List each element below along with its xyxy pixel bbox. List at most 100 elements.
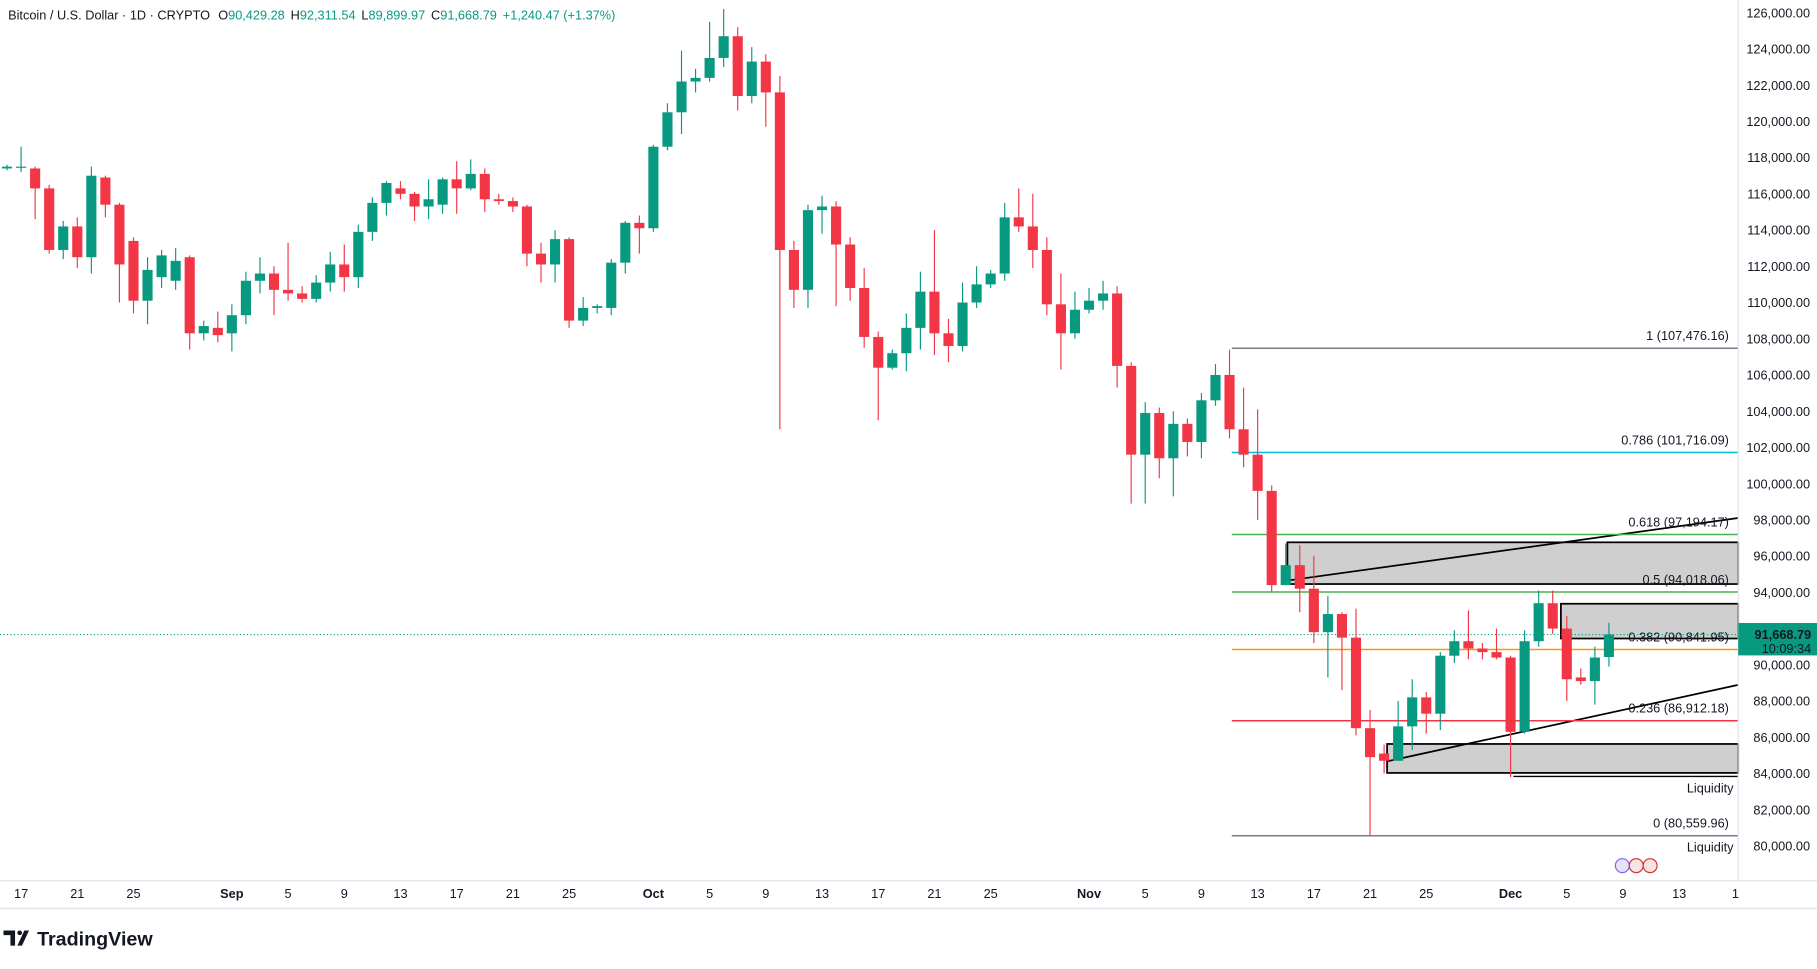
candle-body xyxy=(1027,226,1038,250)
y-tick-label: 106,000.00 xyxy=(1746,368,1810,383)
candle-body xyxy=(1041,249,1052,305)
candle-body xyxy=(662,112,673,147)
candle-body xyxy=(283,289,294,294)
candle-body xyxy=(1294,565,1305,589)
candle-body xyxy=(732,36,743,97)
candle-body xyxy=(1098,293,1109,301)
candles xyxy=(1,9,1614,836)
logo-dot xyxy=(17,930,23,936)
candle-body xyxy=(1393,726,1404,761)
candle-body xyxy=(1505,657,1516,732)
candle-body xyxy=(479,173,490,200)
candle-body xyxy=(1238,429,1249,455)
candle-body xyxy=(1266,490,1277,586)
x-tick-label: 13 xyxy=(1672,886,1686,901)
candle-body xyxy=(957,302,968,346)
candle-body xyxy=(156,255,167,278)
candle-body xyxy=(339,264,350,278)
x-tick-label: Oct xyxy=(643,886,665,901)
symbol: Bitcoin / U.S. Dollar · 1D · CRYPTO xyxy=(8,8,210,23)
candle-body xyxy=(999,217,1010,274)
candle-body xyxy=(254,273,266,281)
x-tick-label: 25 xyxy=(126,886,140,901)
candle-body xyxy=(1421,697,1432,714)
candle-body xyxy=(1519,641,1530,732)
candle-body xyxy=(1350,637,1362,729)
candle-body xyxy=(859,288,870,337)
candle-body xyxy=(1168,423,1179,459)
candle-body xyxy=(1603,634,1614,658)
candle-body xyxy=(606,262,617,308)
candle-body xyxy=(1,166,13,169)
x-tick-label: 9 xyxy=(762,886,769,901)
candle-body xyxy=(929,291,940,334)
x-tick-label: 5 xyxy=(706,886,713,901)
x-tick-label: 21 xyxy=(506,886,520,901)
y-tick-label: 120,000.00 xyxy=(1746,114,1810,129)
candle-body xyxy=(1547,603,1558,629)
header: Bitcoin / U.S. Dollar · 1D · CRYPTO O90,… xyxy=(8,8,615,23)
x-tick-label: 13 xyxy=(815,886,829,901)
icon xyxy=(1642,858,1658,874)
x-tick-label: 17 xyxy=(1307,886,1321,901)
fib-label: 0.786 (101,716.09) xyxy=(1621,432,1729,447)
ohlc-label: O xyxy=(218,8,228,23)
x-tick-label: 5 xyxy=(285,886,292,901)
y-tick-label: 104,000.00 xyxy=(1746,404,1810,419)
candle-body xyxy=(142,269,153,301)
candle-body xyxy=(240,280,251,316)
x-tick-label: Dec xyxy=(1499,886,1522,901)
fib-label: 0.382 (90,841.95) xyxy=(1628,629,1729,644)
candle-body xyxy=(985,273,996,285)
candle-body xyxy=(297,293,308,299)
x-tick-label: 13 xyxy=(1251,886,1265,901)
x-tick-label: Sep xyxy=(220,886,244,901)
candle-body xyxy=(901,327,912,354)
candle-body xyxy=(100,177,111,205)
y-tick-label: 116,000.00 xyxy=(1747,186,1810,201)
candle-body xyxy=(1364,728,1376,758)
candle-body xyxy=(493,199,504,202)
ohlc-value: 91,668.79 xyxy=(440,8,497,23)
candle-body xyxy=(395,188,406,194)
y-tick-label: 124,000.00 xyxy=(1746,42,1810,57)
candle-body xyxy=(58,226,69,250)
candle-body xyxy=(915,291,926,328)
candle-body xyxy=(198,326,209,334)
x-tick-label: 21 xyxy=(1363,886,1377,901)
candle-body xyxy=(592,306,603,308)
y-tick-label: 102,000.00 xyxy=(1746,440,1810,455)
candle-body xyxy=(1379,753,1390,761)
fib-label: 0 (80,559.96) xyxy=(1653,816,1729,831)
candle-body xyxy=(325,264,336,283)
annotation: Liquidity xyxy=(1687,840,1734,855)
y-tick-label: 122,000.00 xyxy=(1746,78,1810,93)
candle-body xyxy=(1477,648,1488,653)
candle-body xyxy=(690,77,701,82)
fib-label: 0.236 (86,912.18) xyxy=(1628,701,1729,716)
candle-body xyxy=(1336,614,1348,638)
candle-body xyxy=(774,92,785,250)
candle-body xyxy=(16,166,27,168)
candle-body xyxy=(788,249,799,290)
x-tick-label: 21 xyxy=(70,886,84,901)
annotation: Liquidity xyxy=(1687,781,1734,796)
x-tick-label: 9 xyxy=(1619,886,1626,901)
candle-body xyxy=(367,202,378,232)
x-tick-label: 25 xyxy=(984,886,998,901)
candle-body xyxy=(86,175,97,258)
zone xyxy=(1386,743,1740,774)
candle-body xyxy=(676,81,687,113)
x-tick-label: 17 xyxy=(14,886,28,901)
candle-body xyxy=(1589,657,1600,682)
candle-body xyxy=(72,226,83,258)
candle-body xyxy=(1252,454,1263,491)
candle-body xyxy=(451,179,462,189)
candle-body xyxy=(226,315,237,334)
candle-body xyxy=(704,57,715,78)
x-tick-label: 17 xyxy=(871,886,885,901)
x-tick-label: Nov xyxy=(1077,886,1102,901)
candle-body xyxy=(521,206,532,254)
